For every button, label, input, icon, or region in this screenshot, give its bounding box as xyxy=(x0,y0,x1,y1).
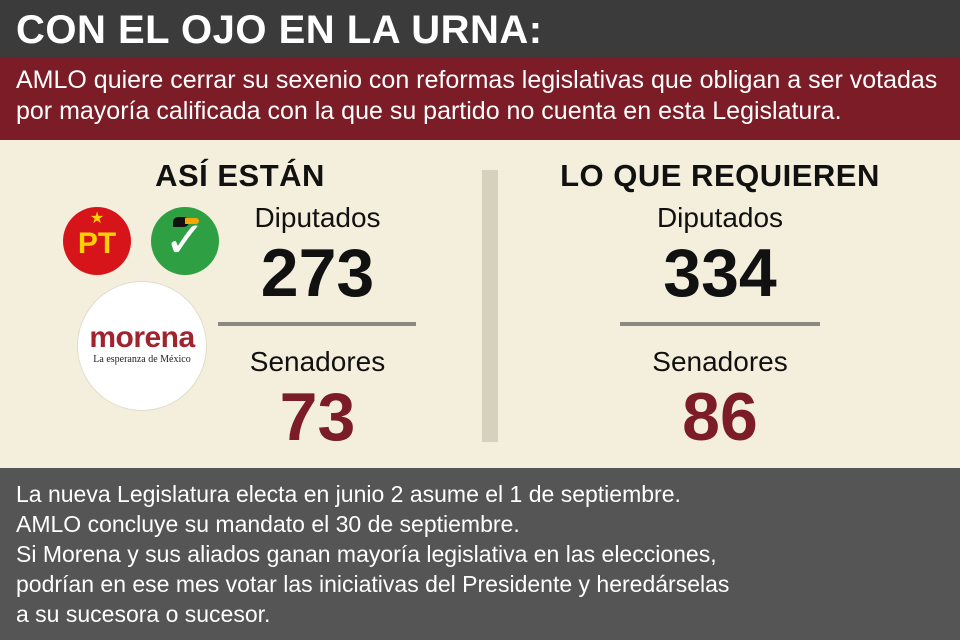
left-diputados-label: Diputados xyxy=(254,202,381,233)
intro-banner: AMLO quiere cerrar su sexenio con reform… xyxy=(0,57,960,140)
right-diputados-label: Diputados xyxy=(656,202,784,233)
left-senadores-label: Senadores xyxy=(249,346,386,377)
pvem-logo-icon: ✓ xyxy=(151,207,219,275)
right-senadores-value: 86 xyxy=(682,379,758,455)
morena-logo-icon: morena La esperanza de México xyxy=(78,282,206,410)
intro-text: AMLO quiere cerrar su sexenio con reform… xyxy=(16,66,938,125)
footer-line: Si Morena y sus aliados ganan mayoría le… xyxy=(16,541,717,567)
footer-line: a su sucesora o sucesor. xyxy=(16,601,271,627)
toucan-beak-icon xyxy=(185,218,199,224)
footer-line: La nueva Legislatura electa en junio 2 a… xyxy=(16,481,681,507)
left-diputados-value: 273 xyxy=(260,235,375,311)
left-column-title: ASÍ ESTÁN xyxy=(155,158,325,193)
pt-logo-icon: ★ PT xyxy=(63,207,131,275)
column-divider xyxy=(482,170,498,442)
right-diputados-value: 334 xyxy=(663,235,777,311)
footer-panel: La nueva Legislatura electa en junio 2 a… xyxy=(0,468,960,640)
morena-logo-tagline: La esperanza de México xyxy=(93,354,191,365)
pt-logo-text: PT xyxy=(77,227,117,260)
right-senadores-label: Senadores xyxy=(652,346,788,377)
right-divider xyxy=(620,322,820,326)
page-title: CON EL OJO EN LA URNA: xyxy=(16,8,543,52)
header-bar: CON EL OJO EN LA URNA: xyxy=(0,0,960,57)
star-icon: ★ xyxy=(89,210,105,227)
right-column-title: LO QUE REQUIEREN xyxy=(560,158,880,193)
footer-line: podrían en ese mes votar las iniciativas… xyxy=(16,571,730,597)
footer-line: AMLO concluye su mandato el 30 de septie… xyxy=(16,511,520,537)
main-panel: ASÍ ESTÁN ★ PT ✓ morena La esperanza de … xyxy=(0,140,960,468)
left-senadores-value: 73 xyxy=(279,379,356,455)
left-divider xyxy=(218,322,416,326)
morena-logo-name: morena xyxy=(89,321,195,354)
toucan-icon xyxy=(173,217,189,227)
